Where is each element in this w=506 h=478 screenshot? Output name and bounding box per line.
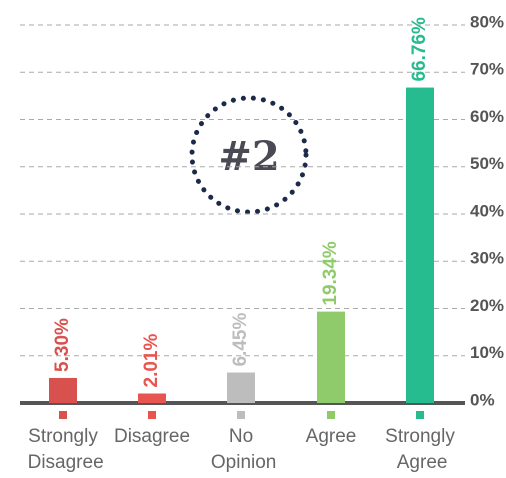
bar xyxy=(49,377,77,403)
legend-marker xyxy=(148,411,156,419)
bar xyxy=(138,393,166,403)
y-tick-label: 60% xyxy=(470,107,504,126)
legend-marker xyxy=(237,411,245,419)
value-label: 2.01% xyxy=(141,334,162,388)
y-tick-label: 30% xyxy=(470,249,504,268)
value-label: 5.30% xyxy=(52,318,73,372)
x-tick-label: No Opinion xyxy=(206,426,277,473)
legend-marker xyxy=(327,411,335,419)
legend-marker xyxy=(59,411,67,419)
annotation: #2 xyxy=(218,133,279,180)
bar xyxy=(227,372,255,403)
y-tick-label: 10% xyxy=(470,343,504,362)
y-tick-label: 50% xyxy=(470,154,504,173)
bar xyxy=(317,311,345,403)
y-tick-label: 80% xyxy=(470,12,504,31)
y-tick-label: 0% xyxy=(470,390,495,409)
value-label: 66.76% xyxy=(409,17,430,82)
annotation-circle xyxy=(189,95,309,215)
y-tick-label: 20% xyxy=(470,296,504,315)
value-label: 6.45% xyxy=(230,313,251,367)
y-tick-label: 70% xyxy=(470,60,504,79)
x-tick-label: Strongly Disagree xyxy=(22,426,103,473)
value-label: 19.34% xyxy=(320,241,341,306)
legend-marker xyxy=(416,411,424,419)
x-tick-label: Strongly Agree xyxy=(385,426,455,473)
bar xyxy=(406,87,434,404)
x-tick-label: Disagree xyxy=(114,426,190,447)
x-tick-label: Agree xyxy=(306,426,357,447)
y-tick-label: 40% xyxy=(470,201,504,220)
